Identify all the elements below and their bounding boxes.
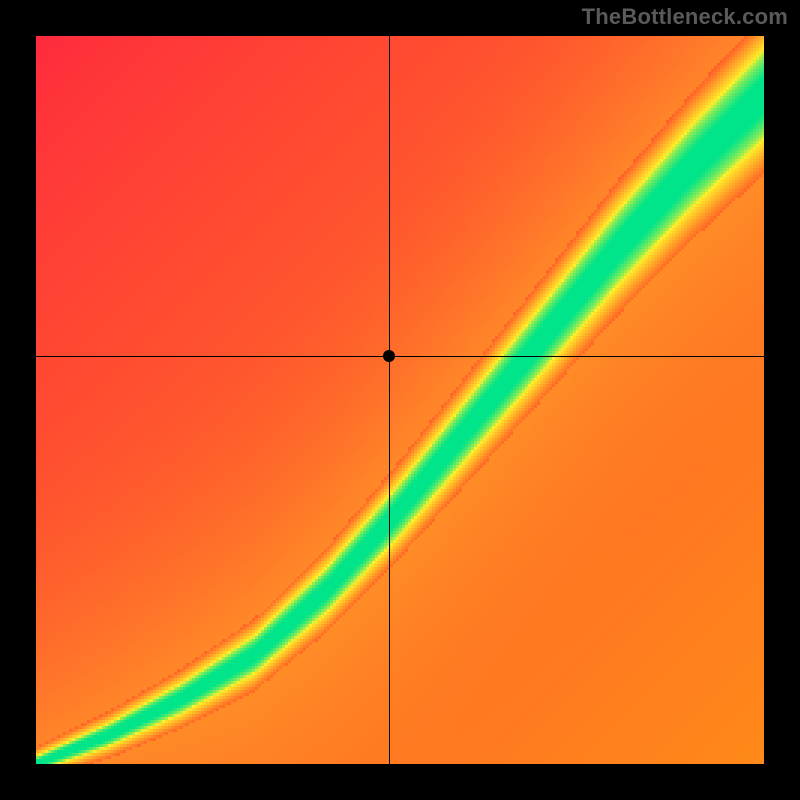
heatmap-canvas [36,36,764,764]
crosshair-marker [383,350,395,362]
watermark-text: TheBottleneck.com [582,4,788,30]
crosshair-horizontal [36,356,764,357]
heatmap-plot [36,36,764,764]
crosshair-vertical [389,36,390,764]
